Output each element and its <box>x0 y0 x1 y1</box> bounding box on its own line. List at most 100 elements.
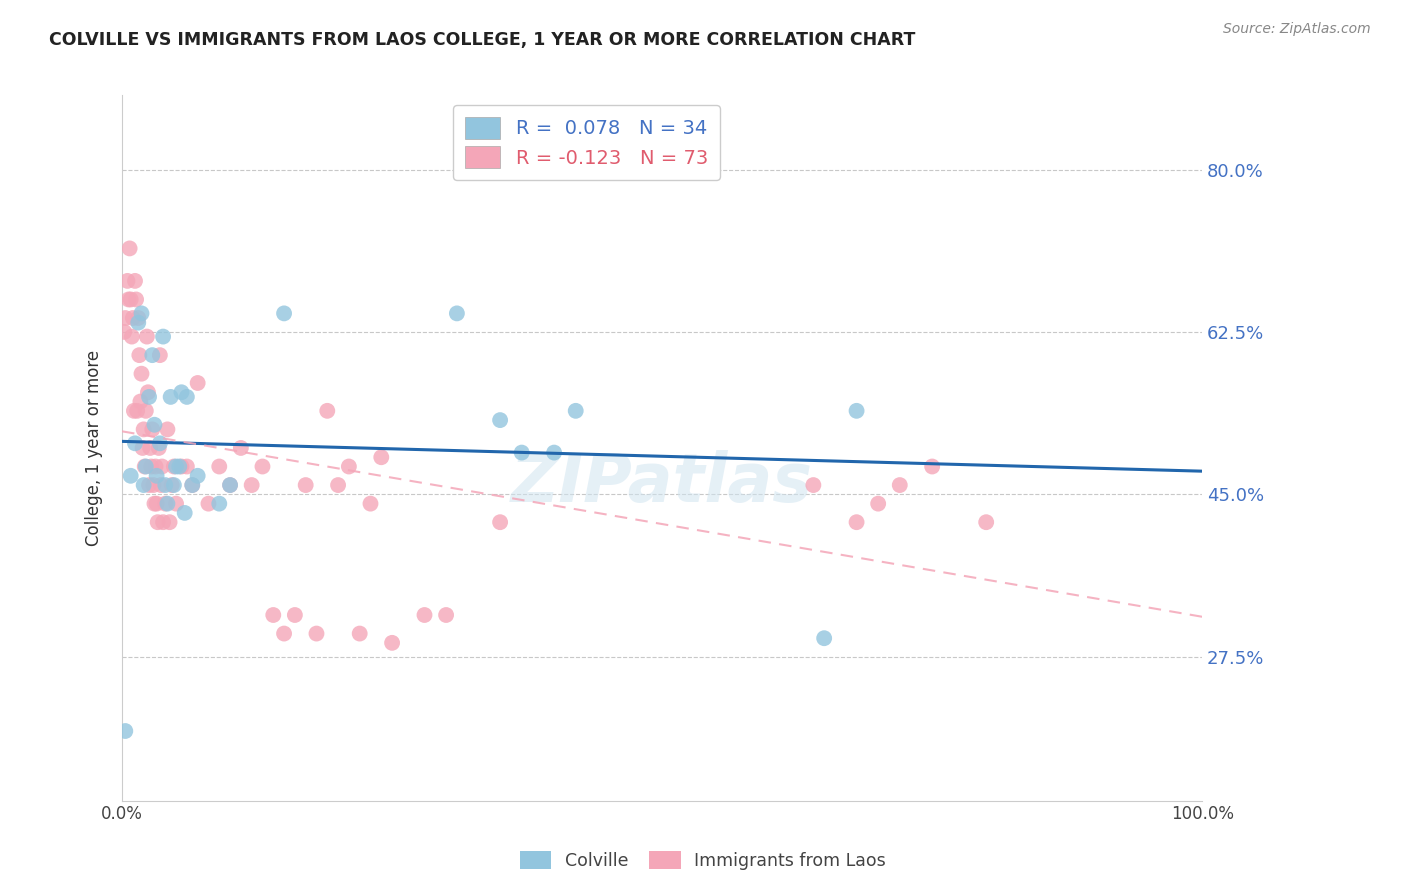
Point <box>219 478 242 492</box>
Point <box>124 436 146 450</box>
Point <box>510 445 533 459</box>
Point <box>159 515 181 529</box>
Point <box>143 417 166 432</box>
Point <box>117 293 139 307</box>
Point <box>132 478 155 492</box>
Point <box>160 478 183 492</box>
Point <box>163 478 186 492</box>
Point <box>131 367 153 381</box>
Point <box>141 459 163 474</box>
Point <box>349 626 371 640</box>
Point <box>159 390 181 404</box>
Point <box>148 441 170 455</box>
Point <box>120 468 142 483</box>
Point <box>316 404 339 418</box>
Point <box>489 515 512 529</box>
Point <box>118 241 141 255</box>
Point <box>845 404 868 418</box>
Legend: R =  0.078   N = 34, R = -0.123   N = 73: R = 0.078 N = 34, R = -0.123 N = 73 <box>454 105 720 180</box>
Point <box>181 478 204 492</box>
Point <box>121 311 143 326</box>
Point <box>127 311 149 326</box>
Point <box>128 348 150 362</box>
Point <box>326 478 349 492</box>
Point <box>149 478 172 492</box>
Point <box>145 459 167 474</box>
Point <box>229 441 252 455</box>
Point <box>413 607 436 622</box>
Point <box>170 459 193 474</box>
Point <box>121 329 143 343</box>
Point <box>155 478 177 492</box>
Legend: Colville, Immigrants from Laos: Colville, Immigrants from Laos <box>512 843 894 879</box>
Point <box>135 329 157 343</box>
Point <box>273 626 295 640</box>
Point <box>240 478 263 492</box>
Point <box>381 636 404 650</box>
Point <box>122 404 145 418</box>
Point <box>132 422 155 436</box>
Point <box>219 478 242 492</box>
Point <box>145 468 167 483</box>
Point <box>150 459 173 474</box>
Point <box>273 306 295 320</box>
Text: Source: ZipAtlas.com: Source: ZipAtlas.com <box>1223 22 1371 37</box>
Point <box>889 478 911 492</box>
Point <box>114 311 136 326</box>
Point <box>125 293 148 307</box>
Point <box>146 515 169 529</box>
Point <box>114 724 136 739</box>
Point <box>139 441 162 455</box>
Point <box>252 459 274 474</box>
Point <box>165 459 187 474</box>
Point <box>156 422 179 436</box>
Point <box>170 385 193 400</box>
Point <box>360 497 382 511</box>
Point <box>136 385 159 400</box>
Point <box>138 478 160 492</box>
Point <box>138 390 160 404</box>
Point <box>134 459 156 474</box>
Point <box>305 626 328 640</box>
Point <box>868 497 890 511</box>
Point <box>813 631 835 645</box>
Point <box>152 515 174 529</box>
Point <box>284 607 307 622</box>
Point <box>370 450 392 465</box>
Point <box>131 306 153 320</box>
Point <box>141 422 163 436</box>
Point <box>197 497 219 511</box>
Text: COLVILLE VS IMMIGRANTS FROM LAOS COLLEGE, 1 YEAR OR MORE CORRELATION CHART: COLVILLE VS IMMIGRANTS FROM LAOS COLLEGE… <box>49 31 915 49</box>
Point <box>112 325 135 339</box>
Point <box>294 478 316 492</box>
Point <box>165 497 187 511</box>
Point <box>127 316 149 330</box>
Point <box>489 413 512 427</box>
Point <box>127 404 149 418</box>
Point <box>446 306 468 320</box>
Point <box>152 329 174 343</box>
Point <box>145 497 167 511</box>
Point <box>173 506 195 520</box>
Text: ZIPatlas: ZIPatlas <box>512 450 813 516</box>
Point <box>921 459 943 474</box>
Point <box>187 376 209 390</box>
Y-axis label: College, 1 year or more: College, 1 year or more <box>86 350 103 546</box>
Point <box>564 404 586 418</box>
Point <box>208 459 231 474</box>
Point <box>155 497 177 511</box>
Point <box>131 441 153 455</box>
Point <box>142 478 165 492</box>
Point <box>434 607 457 622</box>
Point <box>120 293 142 307</box>
Point <box>143 497 166 511</box>
Point <box>135 459 157 474</box>
Point <box>974 515 997 529</box>
Point <box>176 459 198 474</box>
Point <box>801 478 824 492</box>
Point <box>845 515 868 529</box>
Point <box>149 348 172 362</box>
Point <box>543 445 565 459</box>
Point <box>135 404 157 418</box>
Point <box>124 274 146 288</box>
